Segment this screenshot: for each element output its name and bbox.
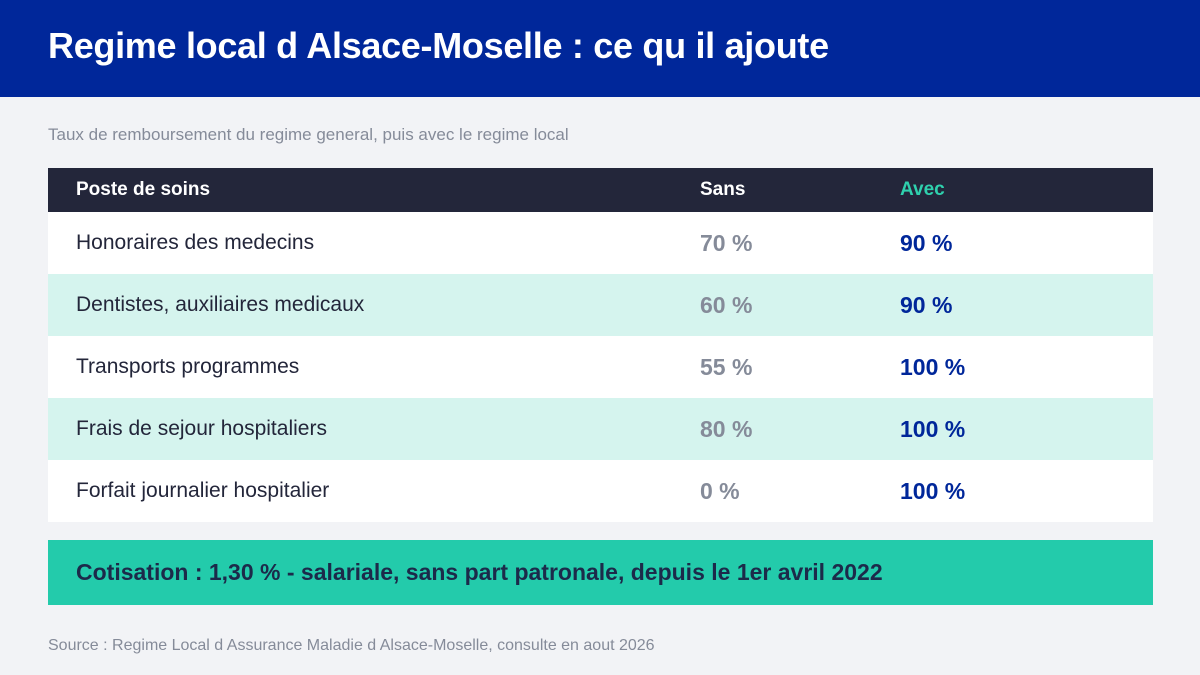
row-avec-value: 100 % (900, 478, 966, 504)
table-row: Forfait journalier hospitalier 0 % 100 % (48, 460, 1153, 522)
page-title: Regime local d Alsace-Moselle : ce qu il… (48, 25, 829, 66)
header-bar: Regime local d Alsace-Moselle : ce qu il… (0, 0, 1200, 97)
table-row: Transports programmes 55 % 100 % (48, 336, 1153, 398)
row-avec-value: 100 % (900, 354, 966, 380)
row-label: Dentistes, auxiliaires medicaux (76, 293, 365, 316)
column-header-avec: Avec (900, 179, 945, 200)
row-sans-value: 0 % (700, 478, 740, 504)
column-header-poste: Poste de soins (76, 179, 211, 200)
cotisation-text: Cotisation : 1,30 % - salariale, sans pa… (76, 559, 883, 585)
row-label: Forfait journalier hospitalier (76, 479, 330, 502)
row-avec-value: 90 % (900, 292, 953, 318)
row-label: Honoraires des medecins (76, 231, 315, 254)
row-label: Frais de sejour hospitaliers (76, 417, 327, 440)
column-header-sans: Sans (700, 179, 746, 200)
table-row: Frais de sejour hospitaliers 80 % 100 % (48, 398, 1153, 460)
table-row: Dentistes, auxiliaires medicaux 60 % 90 … (48, 274, 1153, 336)
source-note: Source : Regime Local d Assurance Maladi… (48, 637, 655, 654)
row-sans-value: 55 % (700, 354, 753, 380)
table-header-row: Poste de soins Sans Avec (48, 168, 1153, 212)
row-sans-value: 70 % (700, 230, 753, 256)
row-avec-value: 100 % (900, 416, 966, 442)
table-row: Honoraires des medecins 70 % 90 % (48, 212, 1153, 274)
page-subtitle: Taux de remboursement du regime general,… (48, 125, 569, 144)
row-label: Transports programmes (76, 355, 300, 378)
cotisation-banner: Cotisation : 1,30 % - salariale, sans pa… (48, 540, 1153, 605)
reimbursement-table: Poste de soins Sans Avec Honoraires des … (48, 168, 1153, 522)
row-sans-value: 60 % (700, 292, 753, 318)
row-avec-value: 90 % (900, 230, 953, 256)
row-sans-value: 80 % (700, 416, 753, 442)
